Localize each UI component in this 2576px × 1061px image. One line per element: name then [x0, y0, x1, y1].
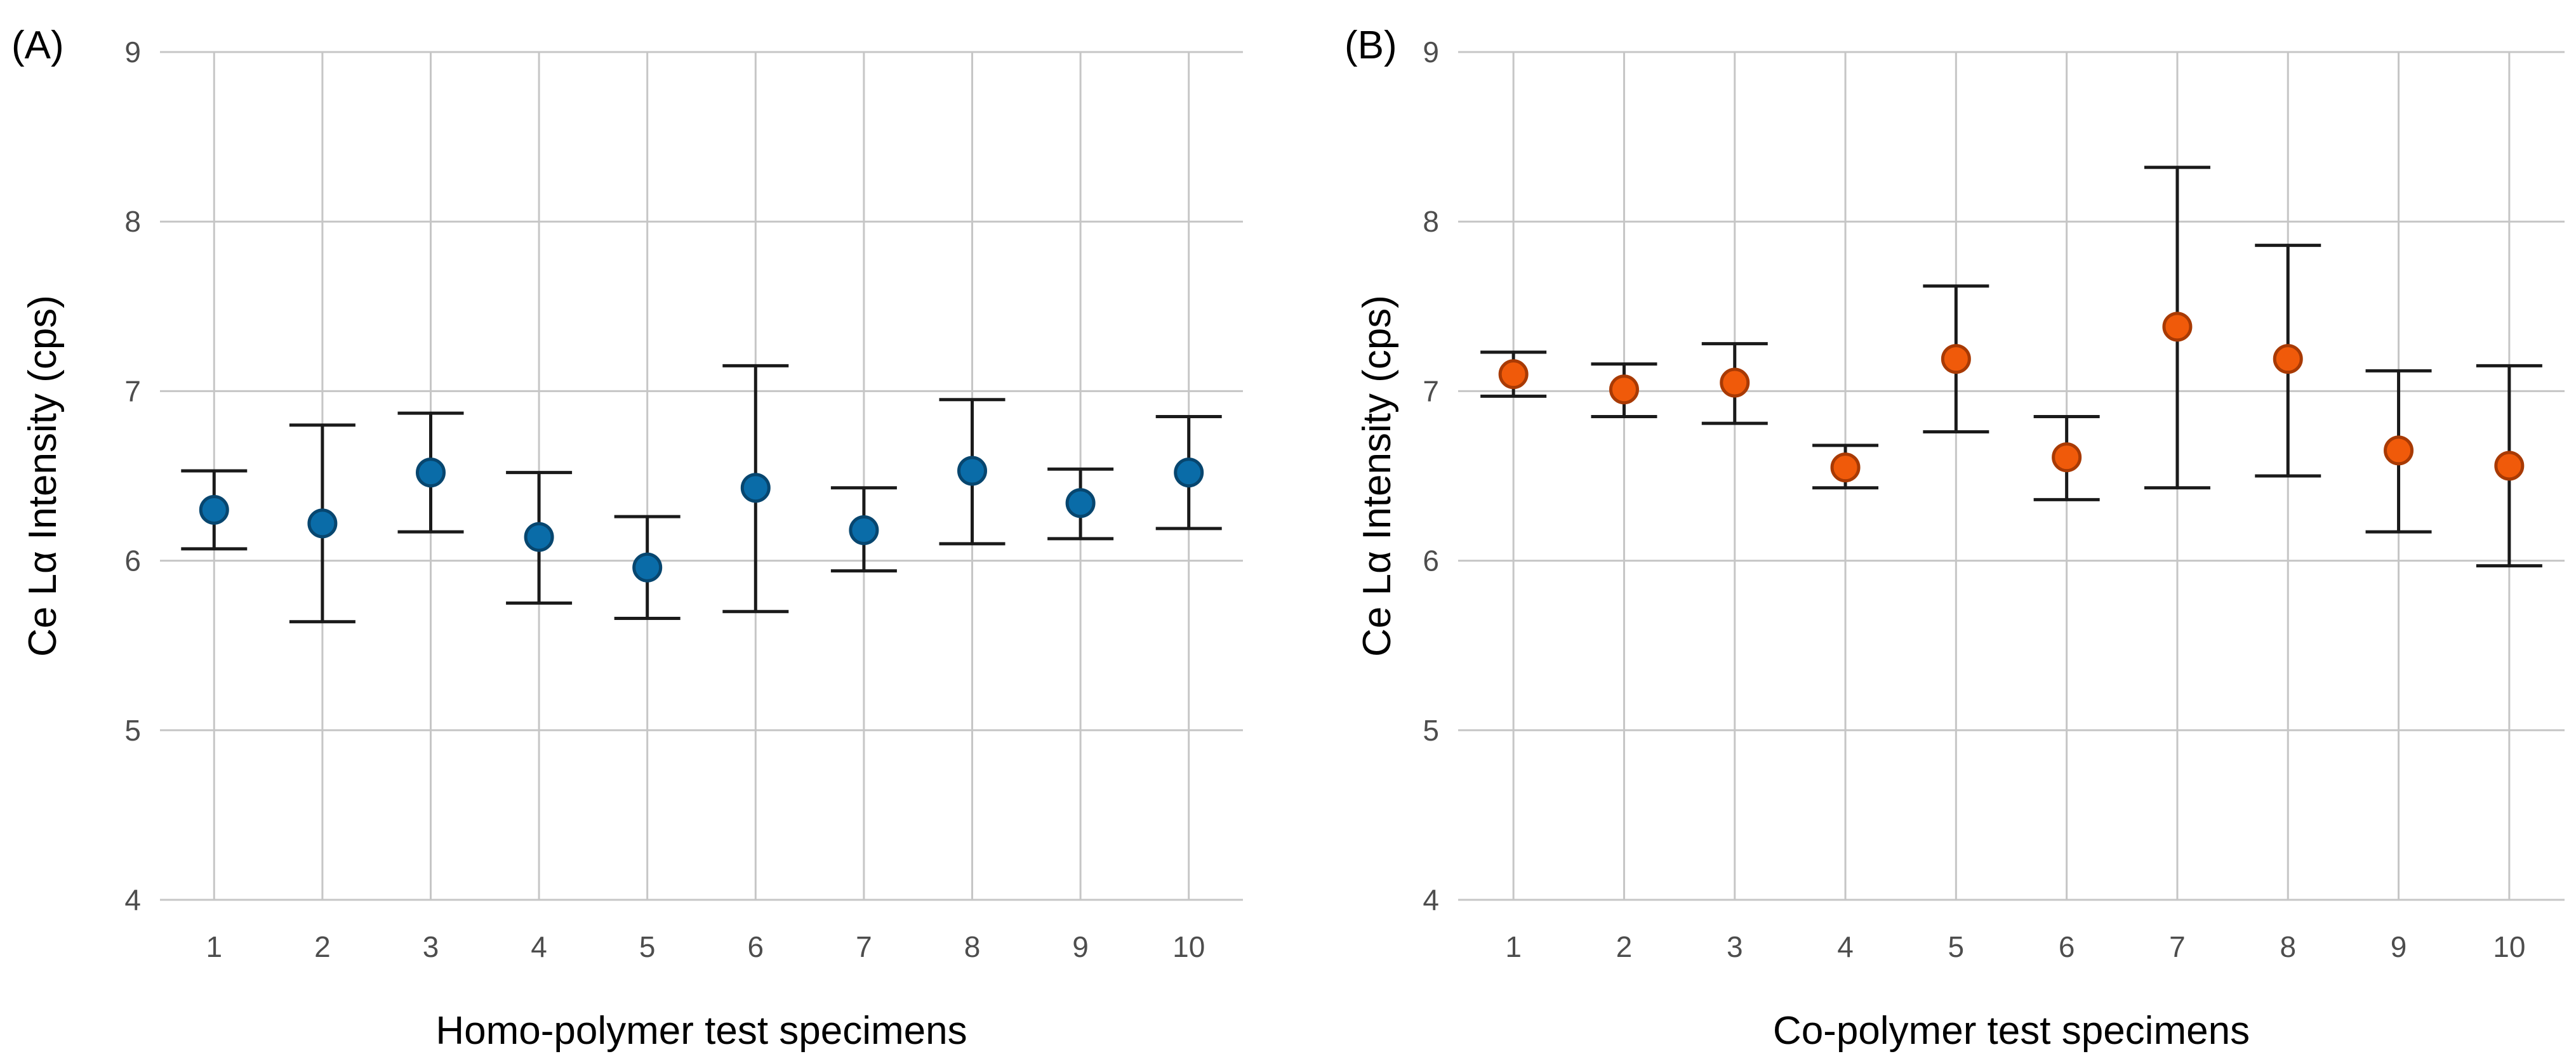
panel-a: 4 5 6 7 8 9 1 2 3 4 5 6 7 8 9 10 (A) Homo-polymer test… — [11, 23, 1243, 1053]
panel-a-data-point — [1065, 488, 1096, 518]
panel-b-data-point — [2273, 344, 2303, 374]
panel-b-x-tick-label: 8 — [2280, 930, 2296, 963]
panel-a-y-ticks: 4 5 6 7 8 9 — [124, 36, 141, 916]
panel-a-y-tick-label: 5 — [124, 714, 141, 747]
panel-b-y-tick-label: 8 — [1423, 205, 1439, 238]
panel-b-x-tick-label: 2 — [1616, 930, 1633, 963]
panel-a-y-tick-label: 6 — [124, 544, 141, 577]
panel-a-data-point — [1174, 458, 1204, 488]
panel-a-data-point — [632, 552, 663, 583]
panel-a-x-tick-label: 7 — [856, 930, 872, 963]
panel-b-y-axis-title: Ce Lα Intensity (cps) — [1355, 295, 1399, 657]
panel-a-y-tick-label: 9 — [124, 36, 141, 69]
panel-a-data-point — [957, 456, 987, 486]
panel-b-data-point — [1720, 367, 1750, 398]
panel-a-data-point — [416, 458, 446, 488]
panel-b-x-tick-label: 1 — [1505, 930, 1522, 963]
panel-a-data-point — [199, 494, 229, 525]
panel-b-x-tick-label: 9 — [2391, 930, 2407, 963]
panel-b-x-tick-label: 10 — [2493, 930, 2525, 963]
panel-b-y-tick-label: 9 — [1423, 36, 1439, 69]
panel-a-x-tick-label: 6 — [748, 930, 764, 963]
panel-a-y-tick-label: 4 — [124, 883, 141, 916]
panel-a-data-point — [849, 515, 879, 546]
panel-a-data-point — [524, 522, 554, 552]
panel-b-data-point — [2494, 451, 2525, 481]
panel-b-marks — [1480, 166, 2542, 568]
panel-b-y-ticks: 4 5 6 7 8 9 — [1423, 36, 1439, 916]
panel-b-data-point — [1498, 359, 1529, 390]
panel-a-marks — [181, 364, 1222, 624]
panel-a-x-axis-title: Homo-polymer test specimens — [435, 1009, 967, 1053]
panel-a-x-ticks: 1 2 3 4 5 6 7 8 9 10 — [206, 930, 1205, 963]
panel-b-y-tick-label: 4 — [1423, 883, 1439, 916]
panel-a-x-tick-label: 5 — [639, 930, 656, 963]
panel-b-x-tick-label: 4 — [1837, 930, 1854, 963]
panel-a-label: (A) — [11, 23, 64, 67]
panel-a-x-tick-label: 2 — [314, 930, 331, 963]
panel-b-data-point — [1609, 374, 1639, 405]
panel-b-y-tick-label: 7 — [1423, 374, 1439, 407]
panel-b-data-point — [1830, 452, 1861, 483]
panel-b-x-tick-label: 3 — [1727, 930, 1743, 963]
panel-a-y-tick-label: 7 — [124, 374, 141, 407]
panel-b-data-point — [2052, 442, 2082, 473]
panel-b-data-point — [2384, 435, 2414, 466]
panel-a-y-tick-label: 8 — [124, 205, 141, 238]
panel-b-x-tick-label: 5 — [1948, 930, 1965, 963]
panel-b-x-ticks: 1 2 3 4 5 6 7 8 9 10 — [1505, 930, 2525, 963]
panel-b: 4 5 6 7 8 9 1 2 3 4 5 6 7 8 9 10 (B) Co-polymer test s… — [1344, 23, 2565, 1053]
panel-a-x-tick-label: 4 — [531, 930, 547, 963]
panel-a-x-tick-label: 10 — [1172, 930, 1205, 963]
panel-b-x-axis-title: Co-polymer test specimens — [1773, 1009, 2250, 1053]
panel-b-data-point — [2162, 312, 2193, 342]
panel-a-data-point — [740, 473, 771, 503]
panel-b-label: (B) — [1344, 23, 1397, 67]
panel-b-y-tick-label: 5 — [1423, 714, 1439, 747]
panel-a-x-tick-label: 8 — [964, 930, 981, 963]
panel-b-y-tick-label: 6 — [1423, 544, 1439, 577]
panel-a-data-point — [307, 508, 338, 539]
panel-b-x-tick-label: 7 — [2169, 930, 2186, 963]
panel-a-x-tick-label: 9 — [1072, 930, 1089, 963]
panel-b-x-tick-label: 6 — [2059, 930, 2075, 963]
panel-b-data-point — [1941, 344, 1971, 374]
panel-a-x-tick-label: 1 — [206, 930, 223, 963]
panel-a-y-axis-title: Ce Lα Intensity (cps) — [21, 295, 65, 657]
panel-a-x-tick-label: 3 — [423, 930, 439, 963]
